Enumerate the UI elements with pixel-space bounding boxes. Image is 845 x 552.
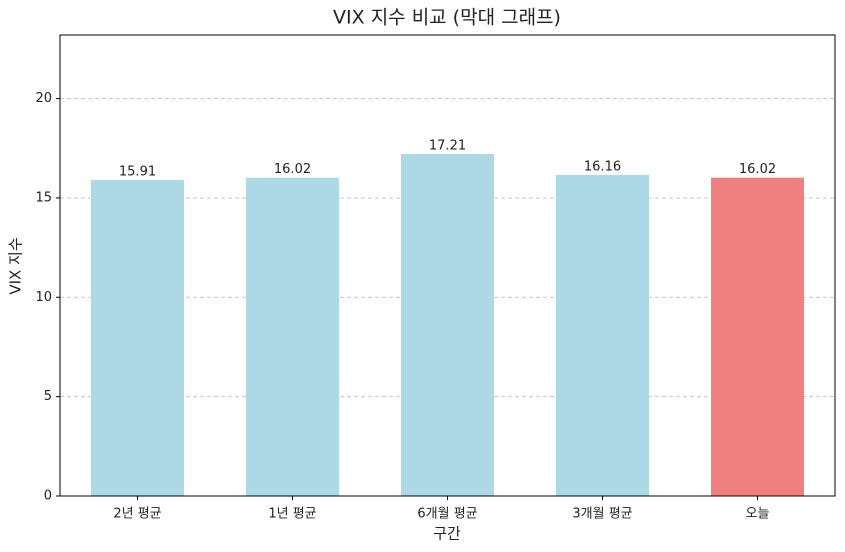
- bar: [711, 177, 804, 496]
- x-tick-label: 오늘: [746, 507, 770, 522]
- x-tick-label: 1년 평균: [268, 507, 316, 522]
- x-axis-label: 구간: [433, 525, 461, 543]
- bar: [246, 177, 339, 496]
- x-tick-label: 6개월 평균: [417, 507, 477, 522]
- bar: [91, 179, 184, 496]
- value-label: 16.16: [584, 159, 621, 174]
- y-tick-label: 0: [44, 489, 52, 504]
- x-tick-label: 2년 평균: [113, 507, 161, 522]
- value-label: 16.02: [739, 162, 776, 177]
- plot-frame: [59, 34, 836, 497]
- y-axis-label: VIX 지수: [7, 237, 25, 294]
- y-tick-label: 5: [44, 389, 52, 404]
- bar: [556, 174, 649, 496]
- y-tick-label: 15: [35, 190, 52, 205]
- y-tick-label: 10: [35, 290, 52, 305]
- x-tick-label: 3개월 평균: [572, 507, 632, 522]
- bar: [401, 154, 494, 496]
- chart-title: VIX 지수 비교 (막대 그래프): [333, 7, 561, 29]
- y-tick-label: 20: [35, 91, 52, 106]
- value-label: 16.02: [274, 162, 311, 177]
- value-label: 15.91: [119, 164, 156, 179]
- value-label: 17.21: [429, 139, 466, 154]
